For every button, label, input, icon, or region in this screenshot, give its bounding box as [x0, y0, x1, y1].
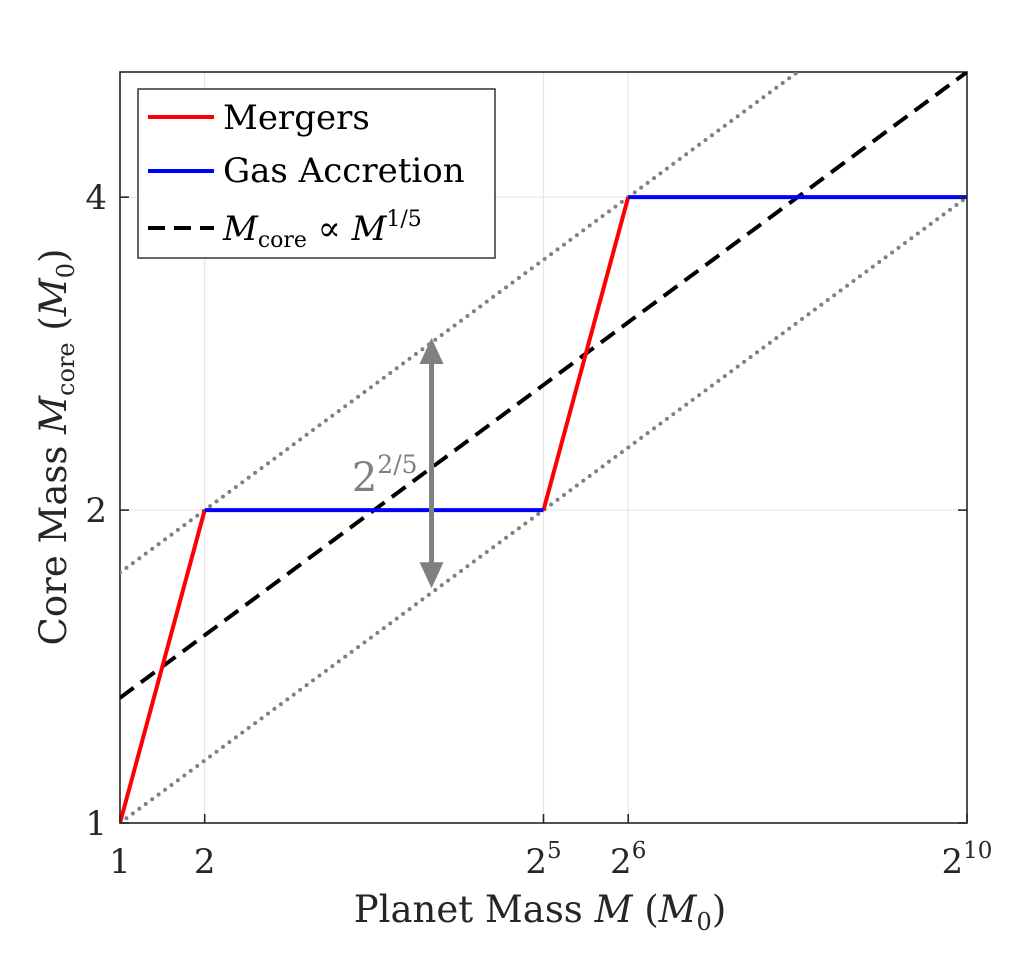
- x-axis-label-prefix: Planet Mass: [354, 888, 595, 931]
- y-axis-label-paren-close: ): [32, 249, 75, 263]
- axis-ticks: 1 2 25 26 210 1 2 4: [85, 178, 992, 882]
- y-tick-label-1: 2: [85, 491, 107, 531]
- x-tick-label-4: 210: [942, 838, 993, 882]
- y-axis-label-prefix: Core Mass: [32, 434, 75, 646]
- legend-label-scaling: Mcore ∝ M1/5: [222, 207, 422, 253]
- legend-label-mergers: Mergers: [223, 98, 370, 138]
- series-layer: [120, 72, 967, 823]
- annotation: 22/5: [352, 337, 444, 589]
- y-axis-label-unit-sub: 0: [52, 263, 80, 278]
- legend-scaling-var: M: [222, 209, 259, 249]
- legend: Mergers Gas Accretion Mcore ∝ M1/5: [137, 88, 496, 259]
- legend-scaling-exp: 1/5: [386, 207, 421, 232]
- x-tick-label-0: 1: [109, 842, 131, 882]
- x-axis-label-paren-open: (: [632, 888, 658, 931]
- y-axis-label-var: M: [32, 395, 75, 435]
- annotation-arrow-head-up: [419, 337, 444, 364]
- legend-scaling-var2: M: [351, 209, 388, 249]
- y-tick-label-2: 4: [85, 178, 107, 218]
- x-tick-label-1: 2: [194, 842, 216, 882]
- x-axis-label-var: M: [594, 888, 634, 931]
- x-tick-label-3: 26: [610, 838, 646, 882]
- annotation-label: 22/5: [352, 450, 418, 501]
- legend-scaling-rel: ∝: [307, 209, 352, 249]
- y-axis-label-unit-var: M: [32, 277, 75, 317]
- x-axis-label: Planet Mass M (M0): [354, 888, 727, 936]
- series-upper-bound-segment-0: [120, 72, 801, 575]
- y-axis-label-var-sub: core: [52, 342, 80, 396]
- x-axis-label-unit-var: M: [658, 888, 698, 931]
- legend-scaling-sub: core: [258, 228, 307, 253]
- series-mergers-segment-0: [120, 509, 207, 823]
- series-mergers-segment-1: [541, 196, 631, 511]
- y-axis-label: Core Mass Mcore (M0): [32, 249, 80, 646]
- x-axis-label-unit-sub: 0: [697, 908, 712, 936]
- x-tick-label-2: 25: [525, 838, 561, 882]
- legend-label-gas-accretion: Gas Accretion: [223, 151, 465, 191]
- series-scaling-law-segment-0: [120, 72, 967, 700]
- y-axis-label-paren-open: (: [32, 316, 75, 342]
- y-tick-label-0: 1: [85, 804, 107, 844]
- x-axis-label-paren-close: ): [712, 888, 726, 931]
- annotation-arrow-head-down: [419, 562, 444, 589]
